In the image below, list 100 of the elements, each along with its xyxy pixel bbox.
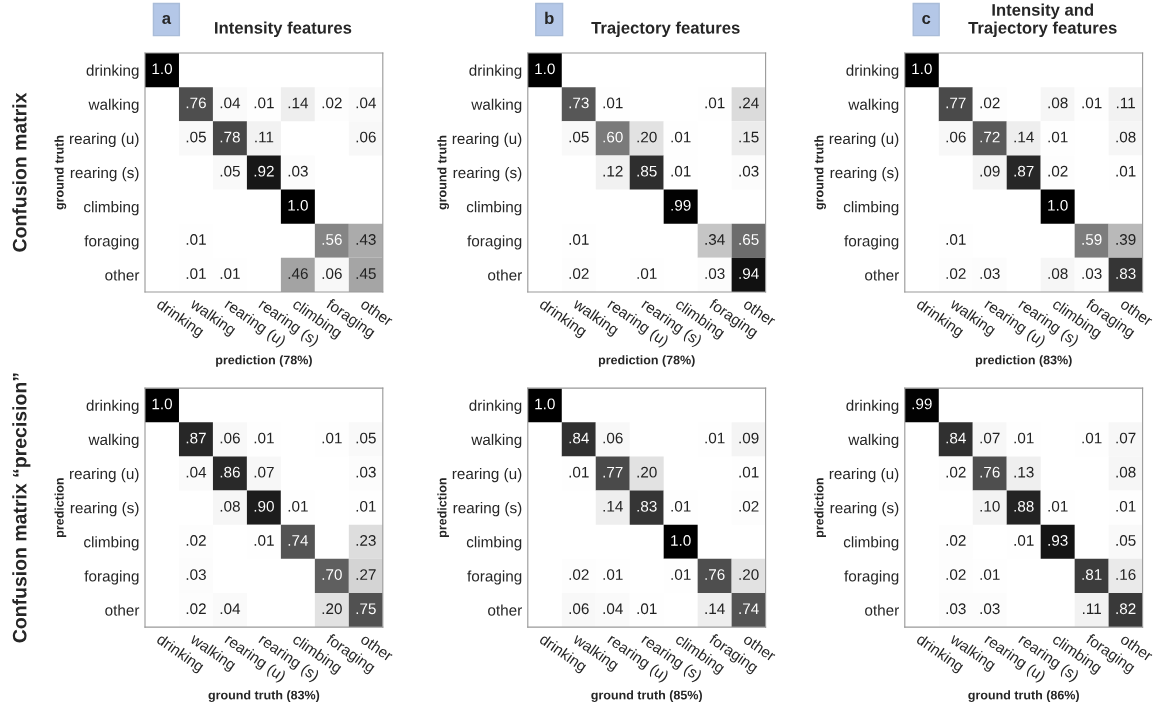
data-label: .03: [1082, 268, 1102, 280]
y-tick-label: walking: [471, 433, 522, 449]
data-label: .60: [603, 131, 623, 143]
y-tick-label: other: [105, 269, 140, 281]
data-label: .04: [220, 603, 241, 615]
x-axis-title: prediction (78%): [598, 355, 695, 367]
data-label: .14: [603, 501, 623, 512]
x-axis-title: ground truth (83%): [208, 690, 320, 703]
y-tick-label: rearing (u): [452, 467, 522, 483]
data-label: .02: [946, 569, 966, 580]
data-label: .74: [739, 603, 759, 614]
data-label: .74: [288, 535, 309, 546]
y-tick-label: drinking: [846, 64, 899, 79]
data-label: .01: [254, 97, 274, 109]
y-tick-label: walking: [848, 98, 899, 113]
data-label: .76: [186, 97, 206, 109]
data-label: .70: [322, 569, 342, 580]
y-tick-label: rearing (u): [829, 467, 899, 483]
y-tick-label: rearing (s): [70, 502, 139, 517]
data-label: .02: [1048, 165, 1068, 177]
data-label: .83: [1116, 268, 1136, 280]
y-tick-label: foraging: [84, 570, 139, 585]
data-label: .01: [1116, 500, 1136, 512]
y-tick-label: walking: [848, 433, 899, 449]
y-tick-label: climbing: [84, 201, 139, 216]
y-tick-label: foraging: [467, 570, 522, 585]
data-label: .86: [220, 466, 240, 478]
text: c: [922, 14, 931, 25]
data-label: .02: [186, 603, 206, 615]
data-label: .07: [980, 432, 1000, 444]
y-tick-label: foraging: [84, 235, 139, 250]
data-label: .02: [569, 268, 589, 280]
data-label: .65: [739, 234, 759, 245]
data-label: .01: [671, 500, 691, 512]
data-label: .46: [288, 268, 308, 280]
data-label: .11: [1082, 603, 1101, 614]
data-label: .78: [220, 131, 240, 143]
data-label: .45: [356, 268, 376, 280]
data-label: .03: [739, 165, 759, 177]
data-label: .20: [637, 466, 657, 478]
data-label: .43: [356, 234, 376, 245]
y-tick-label: rearing (u): [69, 467, 139, 483]
y-tick-label: walking: [88, 98, 139, 113]
data-label: .01: [603, 569, 623, 580]
data-label: .08: [1116, 466, 1136, 478]
data-label: .06: [356, 131, 376, 143]
data-label: .03: [980, 268, 1000, 280]
data-label: .34: [705, 234, 725, 245]
data-label: .02: [980, 97, 1000, 109]
y-axis-title: ground truth: [54, 135, 67, 210]
data-label: .06: [220, 432, 240, 444]
data-label: .76: [980, 466, 1000, 478]
data-label: .05: [1116, 535, 1136, 546]
data-label: .03: [980, 603, 1000, 615]
data-label: .39: [1116, 234, 1136, 245]
data-label: .11: [255, 131, 274, 143]
y-tick-label: rearing (u): [452, 132, 522, 148]
y-axis-title: prediction: [54, 478, 67, 538]
y-tick-label: rearing (s): [830, 166, 899, 182]
y-tick-label: other: [488, 604, 522, 616]
data-label: .02: [739, 500, 759, 512]
data-label: .03: [946, 603, 966, 615]
text: Confusion matrix “precision”: [12, 373, 31, 643]
data-label: .81: [1082, 569, 1102, 580]
data-label: .09: [739, 432, 759, 444]
data-label: .77: [603, 466, 623, 478]
data-label: .01: [1048, 500, 1068, 512]
text: a: [162, 14, 172, 25]
data-label: .01: [569, 466, 589, 478]
y-tick-label: foraging: [467, 235, 522, 250]
data-label: .10: [980, 500, 1000, 512]
data-label: .07: [1116, 432, 1136, 444]
data-label: .56: [322, 234, 342, 245]
data-label: .06: [603, 432, 623, 444]
data-label: .05: [569, 131, 589, 143]
data-label: .99: [671, 199, 691, 211]
data-label: 1.0: [288, 199, 308, 211]
data-label: 1.0: [912, 63, 932, 75]
y-axis-title: ground truth: [814, 135, 826, 210]
data-label: .02: [569, 569, 589, 580]
data-label: .23: [356, 535, 376, 546]
data-label: .11: [1116, 97, 1135, 109]
data-label: .04: [603, 603, 623, 615]
data-label: .08: [1116, 131, 1136, 143]
data-label: .03: [356, 466, 376, 478]
data-label: .75: [356, 603, 376, 615]
data-label: .01: [637, 268, 657, 280]
y-tick-label: rearing (u): [829, 132, 899, 148]
data-label: .12: [603, 165, 623, 177]
data-label: .94: [739, 268, 759, 280]
data-label: .01: [1014, 432, 1034, 444]
data-label: .01: [220, 268, 240, 280]
data-label: .02: [946, 535, 966, 546]
data-label: .06: [322, 268, 342, 280]
y-tick-label: climbing: [466, 201, 522, 216]
y-tick-label: drinking: [469, 64, 522, 79]
x-axis-title: prediction (78%): [216, 355, 312, 367]
data-label: .85: [637, 165, 657, 177]
y-tick-label: other: [865, 604, 899, 616]
y-tick-label: climbing: [843, 201, 899, 216]
